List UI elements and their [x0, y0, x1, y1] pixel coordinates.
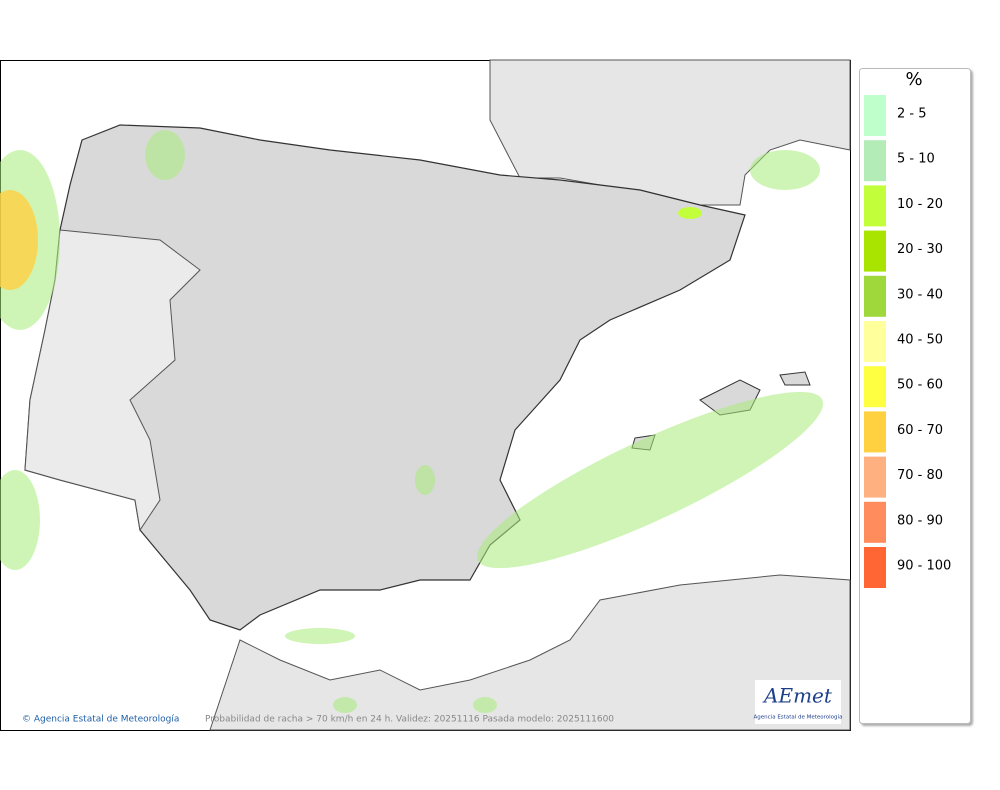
map — [0, 59, 851, 731]
legend-swatch — [864, 140, 886, 182]
legend-swatch — [864, 411, 886, 453]
logo-box — [755, 680, 841, 724]
legend-swatch — [864, 185, 886, 227]
credit: © Agencia Estatal de Meteorología — [22, 715, 179, 725]
legend-swatch — [864, 230, 886, 272]
legend-swatch — [864, 501, 886, 543]
high-area — [0, 190, 38, 290]
legend: 2 - 5 5 - 10 10 - 20 20 - 30 30 - 40 40 - 50 5… — [864, 95, 951, 588]
small-area — [678, 207, 702, 219]
legend-swatch — [864, 366, 886, 408]
legend-box — [859, 68, 971, 724]
legend-label: 50 - 60 — [897, 378, 943, 393]
legend-label: 20 - 30 — [897, 242, 943, 257]
caption: Probabilidad de racha > 70 km/h en 24 h.… — [205, 715, 614, 725]
legend-title: % — [905, 69, 922, 90]
legend-label: 40 - 50 — [897, 333, 943, 348]
legend-swatch — [864, 547, 886, 588]
legend-label: 80 - 90 — [897, 513, 943, 528]
legend-label: 2 - 5 — [897, 107, 927, 122]
legend-label: 90 - 100 — [897, 559, 951, 574]
legend-swatch — [864, 456, 886, 498]
legend-swatch — [864, 95, 886, 136]
logo: AEmet — [762, 684, 833, 708]
legend-swatch — [864, 321, 886, 362]
logo-subtitle: Agencia Estatal de Meteorología — [754, 714, 843, 721]
menorca — [779, 371, 811, 386]
portugal — [24, 229, 201, 532]
legend-label: 5 - 10 — [897, 152, 935, 167]
legend-label: 10 - 20 — [897, 197, 943, 212]
legend-label: 60 - 70 — [897, 423, 943, 438]
legend-swatch — [864, 275, 886, 317]
legend-label: 70 - 80 — [897, 468, 943, 483]
africa — [209, 574, 851, 731]
legend-label: 30 - 40 — [897, 287, 943, 302]
